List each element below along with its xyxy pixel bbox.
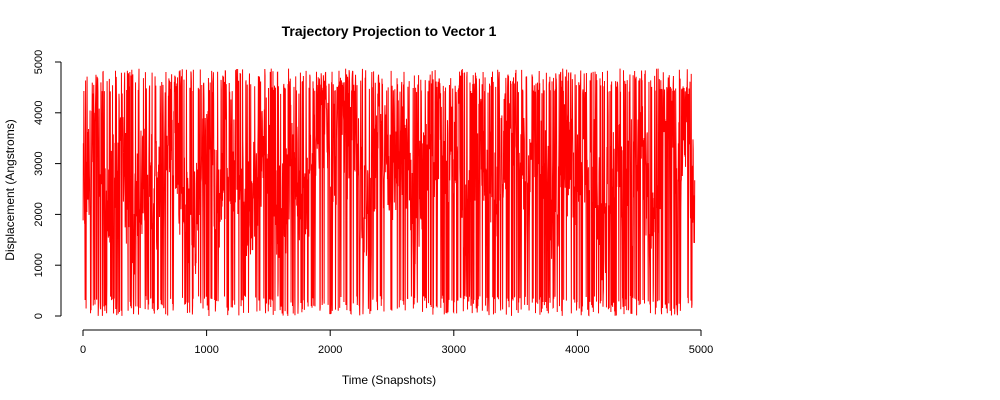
chart-title: Trajectory Projection to Vector 1 (282, 23, 497, 39)
x-axis-label: Time (Snapshots) (342, 373, 436, 387)
y-axis: 0 1000 2000 3000 4000 5000 (33, 50, 62, 319)
x-tick-label: 0 (80, 344, 86, 356)
y-tick-label: 0 (33, 313, 45, 319)
x-axis: 0 1000 2000 3000 4000 5000 (80, 329, 713, 356)
series-layer (82, 68, 696, 317)
x-tick-label: 2000 (318, 344, 342, 356)
y-tick-label: 4000 (33, 101, 45, 125)
y-tick-label: 2000 (33, 202, 45, 226)
y-axis-label: Displacement (Angstroms) (3, 119, 17, 260)
x-tick-label: 1000 (194, 344, 218, 356)
y-tick-label: 5000 (33, 50, 45, 74)
x-tick-label: 4000 (565, 344, 589, 356)
series-line (82, 68, 696, 317)
x-tick-label: 3000 (442, 344, 466, 356)
y-tick-label: 1000 (33, 253, 45, 277)
y-tick-label: 3000 (33, 151, 45, 175)
x-tick-label: 5000 (689, 344, 713, 356)
